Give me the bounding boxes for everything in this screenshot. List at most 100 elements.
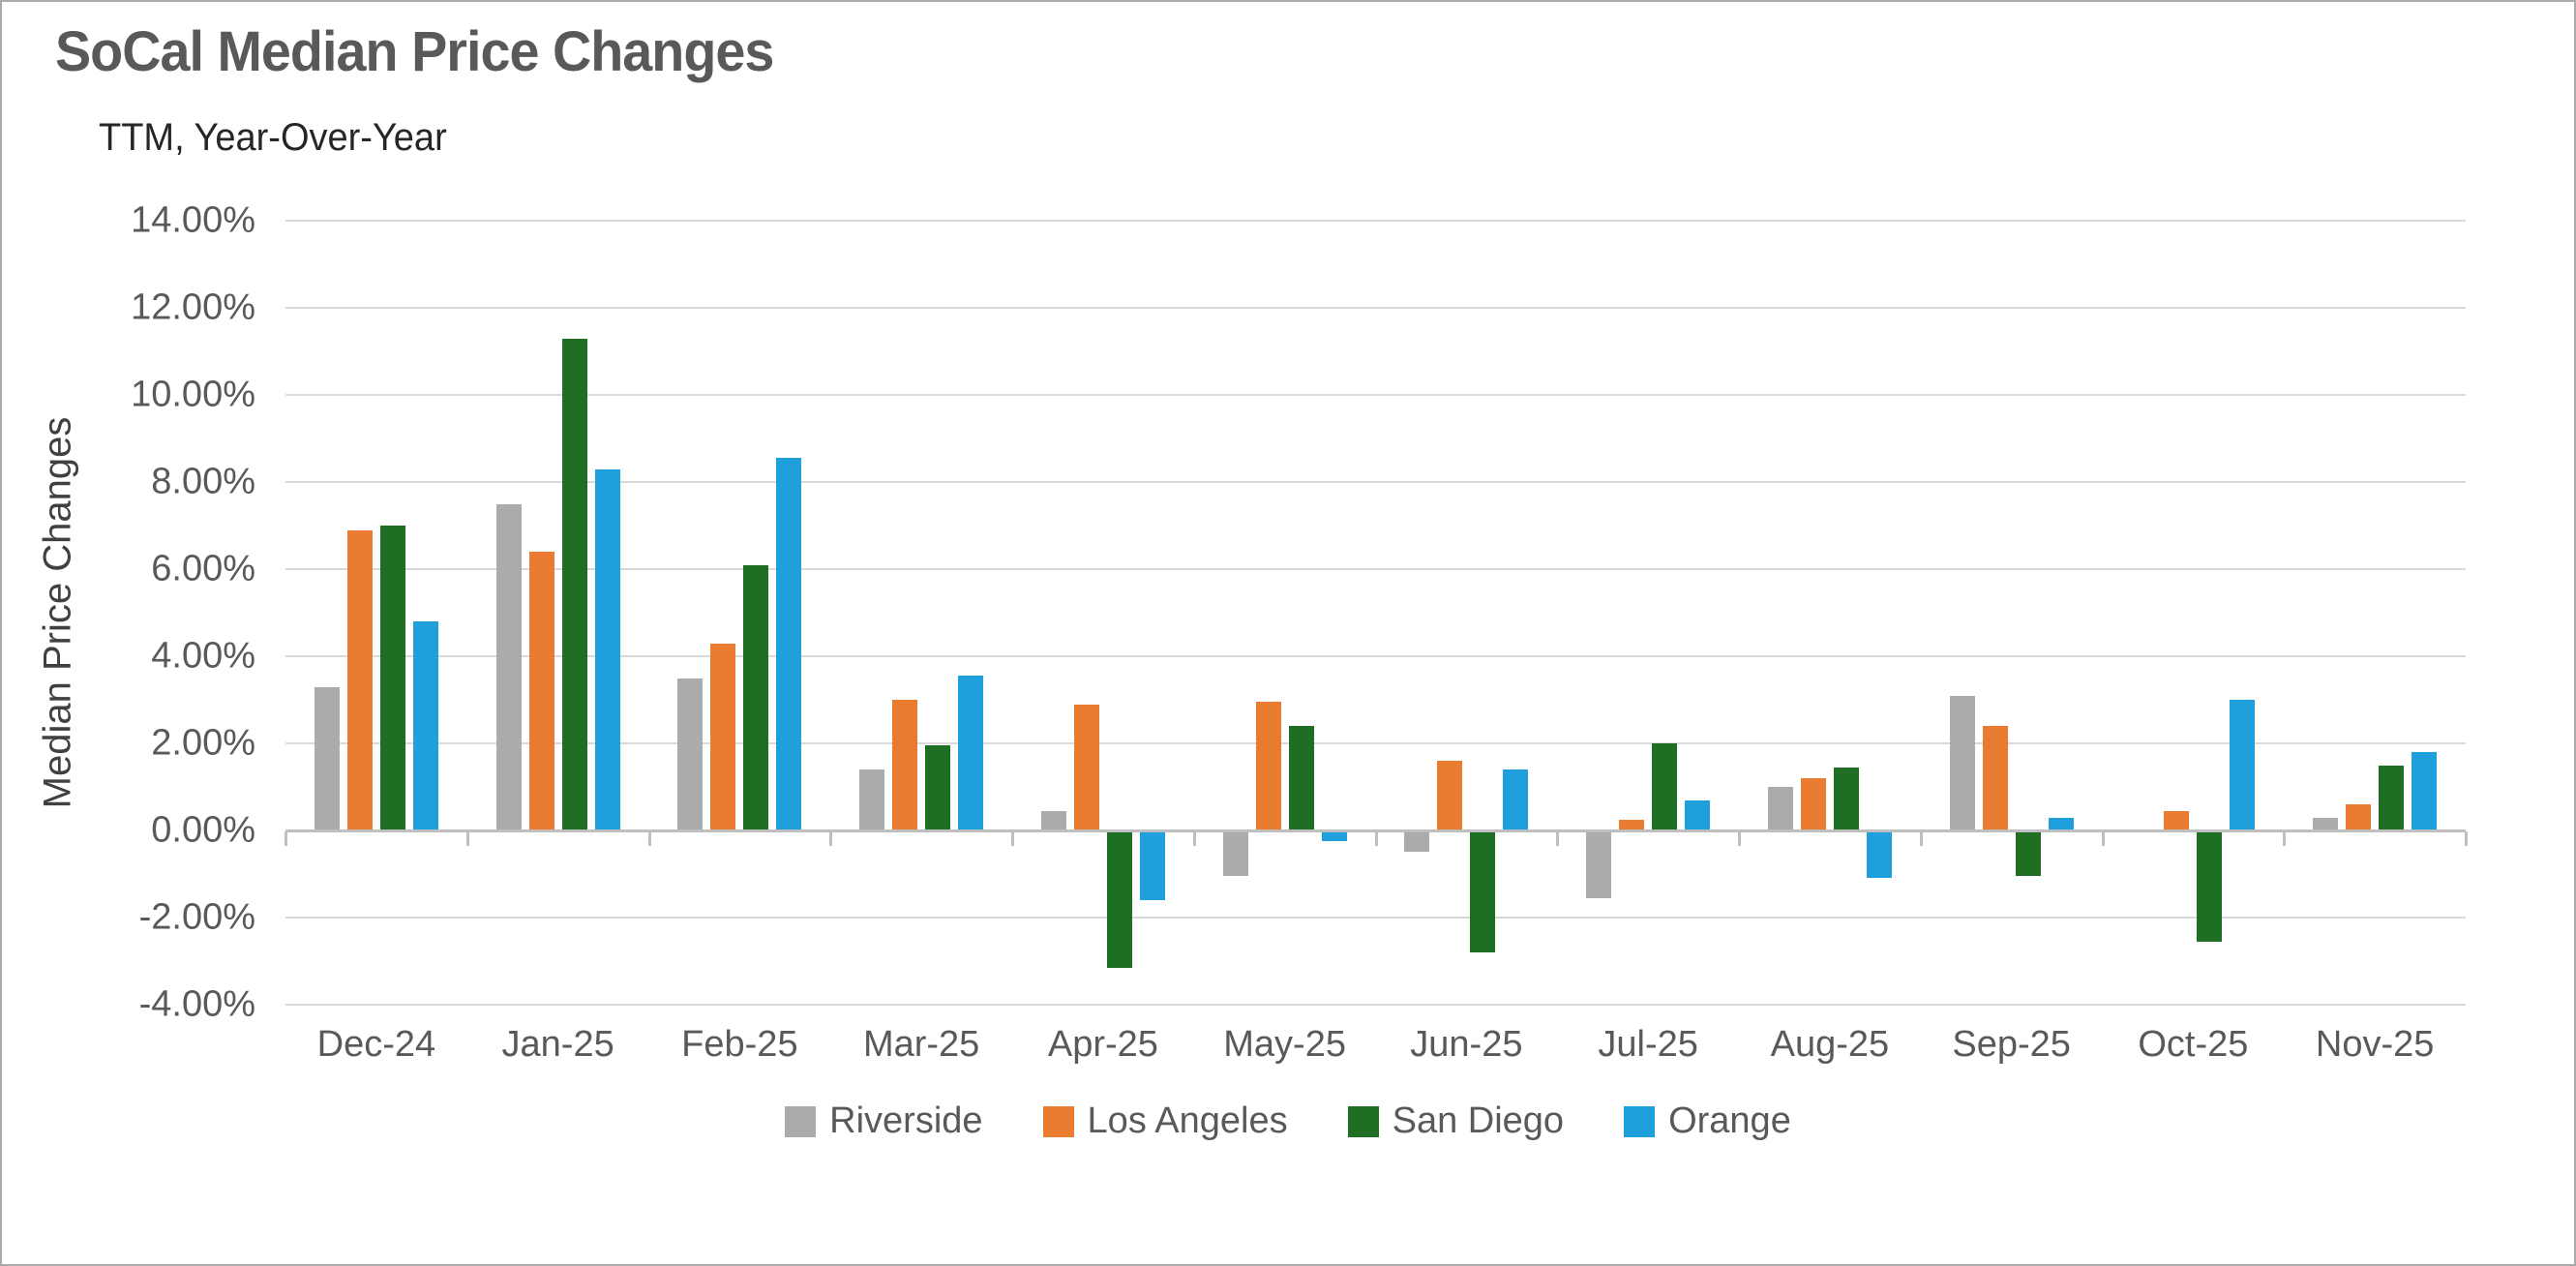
bar-riverside-may-25 — [1222, 832, 1248, 876]
gridline-12 — [285, 307, 2466, 309]
x-axis-label-oct-25: Oct-25 — [2138, 1024, 2249, 1065]
bar-riverside-nov-25 — [2313, 817, 2339, 830]
x-axis-tick — [1556, 831, 1560, 846]
bar-san-diego-may-25 — [1288, 726, 1314, 830]
gridline-10 — [285, 394, 2466, 396]
bar-orange-jul-25 — [1685, 799, 1711, 830]
gridline-14 — [285, 220, 2466, 222]
bar-riverside-jul-25 — [1586, 832, 1612, 898]
bar-san-diego-apr-25 — [1106, 832, 1132, 968]
bar-orange-sep-25 — [2048, 817, 2074, 830]
bar-los-angeles-nov-25 — [2346, 804, 2372, 830]
x-axis-tick — [2101, 831, 2105, 846]
x-axis-label-apr-25: Apr-25 — [1047, 1024, 1158, 1065]
bar-riverside-feb-25 — [677, 678, 704, 830]
bar-los-angeles-sep-25 — [1982, 726, 2008, 830]
bar-san-diego-aug-25 — [1833, 767, 1859, 830]
y-tick-label: 6.00% — [151, 548, 255, 589]
gridline--4 — [285, 1004, 2466, 1006]
bar-riverside-jan-25 — [495, 503, 522, 830]
x-axis-label-jun-25: Jun-25 — [1410, 1024, 1523, 1065]
legend-swatch-san-diego — [1347, 1105, 1379, 1137]
x-axis-tick — [1011, 831, 1014, 846]
legend-item-orange: Orange — [1624, 1100, 1791, 1142]
bar-los-angeles-jun-25 — [1437, 761, 1463, 830]
x-axis-tick — [1374, 831, 1378, 846]
x-axis-line — [285, 829, 2466, 832]
bar-san-diego-oct-25 — [2197, 832, 2223, 942]
bar-riverside-dec-24 — [314, 686, 340, 830]
x-axis-tick — [1192, 831, 1196, 846]
y-tick-label: 4.00% — [151, 635, 255, 677]
bar-los-angeles-jul-25 — [1619, 819, 1645, 830]
gridline-2 — [285, 742, 2466, 744]
y-tick-label: 10.00% — [131, 374, 255, 415]
bar-orange-jun-25 — [1503, 769, 1529, 830]
bar-riverside-jun-25 — [1404, 832, 1430, 853]
bar-los-angeles-mar-25 — [892, 700, 918, 830]
bar-san-diego-nov-25 — [2379, 765, 2405, 830]
bar-san-diego-jun-25 — [1470, 832, 1496, 952]
bar-los-angeles-may-25 — [1255, 702, 1281, 830]
bar-los-angeles-dec-24 — [346, 529, 373, 830]
bar-san-diego-feb-25 — [743, 564, 769, 830]
x-axis-label-nov-25: Nov-25 — [2315, 1024, 2435, 1065]
bar-riverside-mar-25 — [859, 769, 885, 830]
x-axis-label-dec-24: Dec-24 — [316, 1024, 436, 1065]
legend-label-san-diego: San Diego — [1392, 1100, 1565, 1141]
bar-orange-mar-25 — [958, 676, 984, 830]
legend: Riverside Los Angeles San Diego Orange — [2, 1100, 2574, 1142]
x-axis-label-mar-25: Mar-25 — [862, 1024, 980, 1065]
y-tick-label: 12.00% — [131, 286, 255, 328]
x-axis-label-jan-25: Jan-25 — [501, 1024, 614, 1065]
x-axis-label-feb-25: Feb-25 — [681, 1024, 798, 1065]
x-axis-tick — [647, 831, 651, 846]
x-axis-tick — [2283, 831, 2287, 846]
bar-orange-oct-25 — [2230, 700, 2256, 830]
bar-orange-feb-25 — [776, 458, 802, 830]
bar-los-angeles-oct-25 — [2164, 810, 2190, 830]
legend-label-orange: Orange — [1668, 1100, 1791, 1141]
gridline-4 — [285, 655, 2466, 657]
bar-los-angeles-jan-25 — [528, 552, 554, 830]
x-axis-tick — [285, 831, 287, 846]
y-tick-label: 2.00% — [151, 722, 255, 764]
legend-swatch-riverside — [785, 1105, 817, 1137]
legend-label-riverside: Riverside — [829, 1100, 983, 1141]
y-tick-label: 8.00% — [151, 461, 255, 502]
bar-los-angeles-aug-25 — [1800, 778, 1826, 830]
bar-san-diego-mar-25 — [925, 745, 951, 830]
bar-riverside-sep-25 — [1949, 695, 1975, 830]
legend-label-los-angeles: Los Angeles — [1087, 1100, 1288, 1141]
x-axis-label-may-25: May-25 — [1223, 1024, 1346, 1065]
bar-los-angeles-feb-25 — [710, 643, 736, 830]
bar-orange-may-25 — [1321, 832, 1347, 841]
y-tick-label: 0.00% — [151, 809, 255, 851]
legend-swatch-orange — [1624, 1105, 1656, 1137]
x-axis-tick — [465, 831, 469, 846]
x-axis-label-aug-25: Aug-25 — [1770, 1024, 1890, 1065]
legend-item-riverside: Riverside — [785, 1100, 983, 1142]
bar-orange-jan-25 — [594, 468, 620, 830]
legend-item-san-diego: San Diego — [1347, 1100, 1565, 1142]
y-tick-label: -2.00% — [138, 896, 255, 938]
legend-swatch-los-angeles — [1042, 1105, 1074, 1137]
gridline-8 — [285, 481, 2466, 483]
bar-riverside-aug-25 — [1767, 787, 1793, 830]
y-tick-label: -4.00% — [138, 983, 255, 1025]
bar-san-diego-dec-24 — [379, 526, 405, 830]
x-axis-tick — [829, 831, 833, 846]
x-axis-tick — [2465, 831, 2468, 846]
bar-los-angeles-apr-25 — [1073, 704, 1099, 830]
bar-orange-nov-25 — [2411, 752, 2438, 830]
bar-orange-apr-25 — [1139, 832, 1165, 900]
x-axis-label-sep-25: Sep-25 — [1952, 1024, 2071, 1065]
x-axis-label-jul-25: Jul-25 — [1598, 1024, 1698, 1065]
legend-item-los-angeles: Los Angeles — [1042, 1100, 1288, 1142]
gridline-6 — [285, 568, 2466, 570]
bar-san-diego-sep-25 — [2015, 832, 2041, 876]
chart-title: SoCal Median Price Changes — [55, 20, 774, 83]
bar-san-diego-jul-25 — [1652, 743, 1678, 830]
